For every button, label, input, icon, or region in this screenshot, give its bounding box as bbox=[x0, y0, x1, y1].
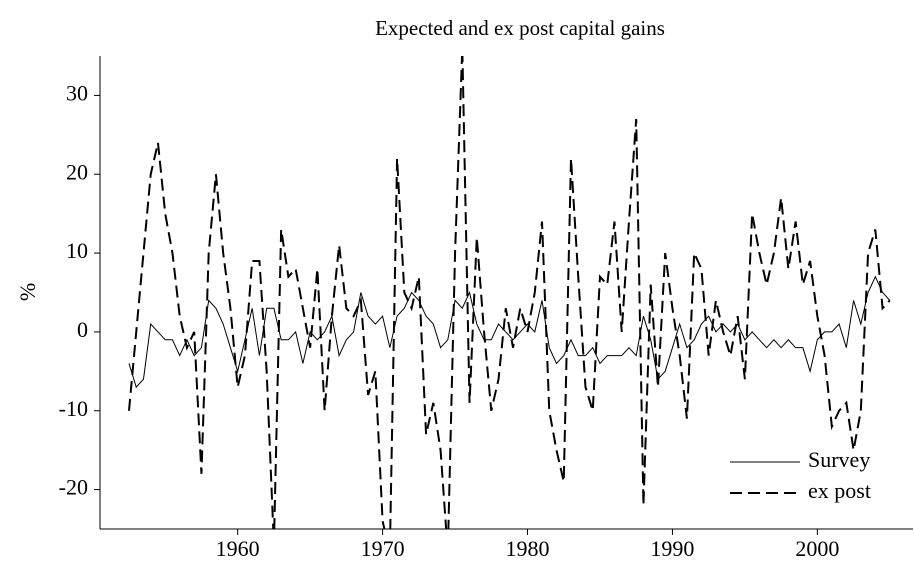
series-line bbox=[127, 56, 891, 529]
x-tick-label: 1970 bbox=[361, 536, 405, 561]
y-axis-label: % bbox=[15, 283, 40, 301]
legend-label: Survey bbox=[808, 447, 870, 472]
x-tick-label: 1990 bbox=[650, 536, 694, 561]
legend-label: ex post bbox=[808, 478, 871, 503]
y-tick-label: 0 bbox=[77, 317, 88, 342]
y-tick-label: -10 bbox=[59, 396, 88, 421]
series-line bbox=[128, 275, 891, 389]
y-tick-label: 30 bbox=[66, 80, 88, 105]
y-tick-label: 10 bbox=[66, 238, 88, 263]
chart-title: Expected and ex post capital gains bbox=[375, 16, 665, 40]
x-tick-label: 1980 bbox=[506, 536, 550, 561]
y-tick-label: 20 bbox=[66, 159, 88, 184]
plot-area bbox=[127, 56, 891, 529]
x-tick-label: 1960 bbox=[216, 536, 260, 561]
y-tick-label: -20 bbox=[59, 475, 88, 500]
x-tick-label: 2000 bbox=[795, 536, 839, 561]
